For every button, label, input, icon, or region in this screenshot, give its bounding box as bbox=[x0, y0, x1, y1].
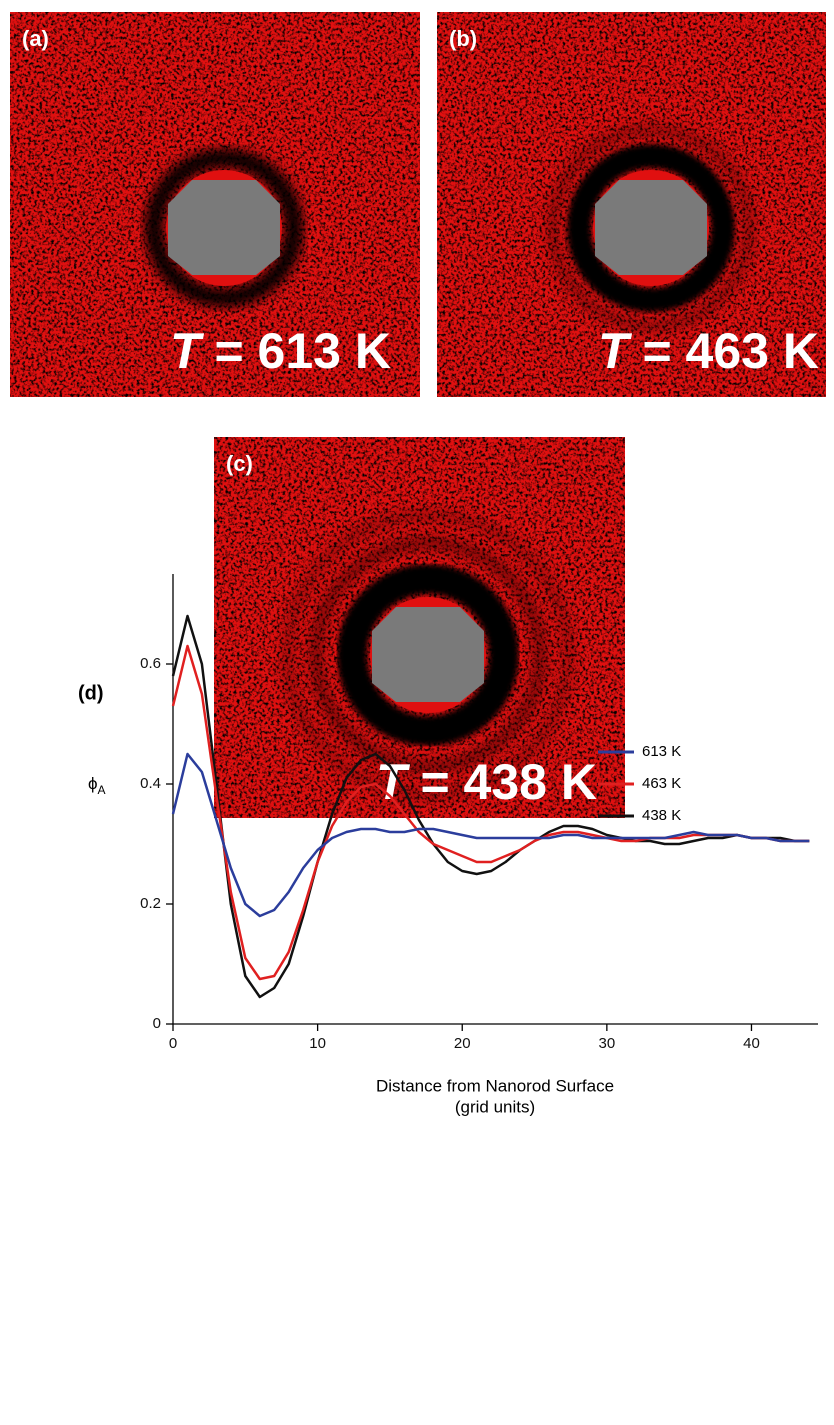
panel-label: (d) bbox=[78, 682, 104, 704]
panel-label: (b) bbox=[449, 26, 477, 51]
temperature: T = 613 K bbox=[170, 323, 391, 379]
y-axis-label: ϕA bbox=[88, 774, 106, 797]
panel-b: (b) T = 463 K bbox=[437, 12, 826, 397]
legend-label: 438 K bbox=[642, 807, 681, 824]
temperature: T = 463 K bbox=[598, 323, 819, 379]
x-axis-label: Distance from Nanorod Surface bbox=[376, 1076, 614, 1095]
temperature-text: = 438 K bbox=[420, 754, 597, 810]
temperature-text: = 613 K bbox=[214, 323, 391, 379]
y-label-subscript: A bbox=[98, 783, 106, 797]
y-tick-label: 0.4 bbox=[140, 775, 161, 792]
x-tick-label: 40 bbox=[743, 1035, 760, 1052]
y-label-symbol: ϕ bbox=[88, 774, 98, 793]
figure: (a) T = 613 K (b) T = 463 K (c) T = 438 … bbox=[0, 0, 834, 1425]
x-tick-label: 0 bbox=[169, 1035, 177, 1052]
panel-a: (a) T = 613 K bbox=[10, 12, 420, 397]
panel-c: (c) T = 438 K bbox=[214, 437, 625, 818]
temperature-symbol: T bbox=[598, 323, 633, 379]
y-tick-label: 0.6 bbox=[140, 655, 161, 672]
legend-label: 613 K bbox=[642, 743, 681, 760]
panel-label: (c) bbox=[226, 451, 253, 476]
panel-label: (a) bbox=[22, 26, 49, 51]
temperature-text: = 463 K bbox=[642, 323, 819, 379]
temperature-symbol: T bbox=[170, 323, 205, 379]
x-tick-label: 30 bbox=[599, 1035, 616, 1052]
y-tick-label: 0.2 bbox=[140, 895, 161, 912]
x-tick-label: 20 bbox=[454, 1035, 471, 1052]
x-axis-label: (grid units) bbox=[455, 1097, 535, 1116]
legend-label: 463 K bbox=[642, 775, 681, 792]
y-tick-label: 0 bbox=[153, 1015, 161, 1032]
x-tick-label: 10 bbox=[309, 1035, 326, 1052]
